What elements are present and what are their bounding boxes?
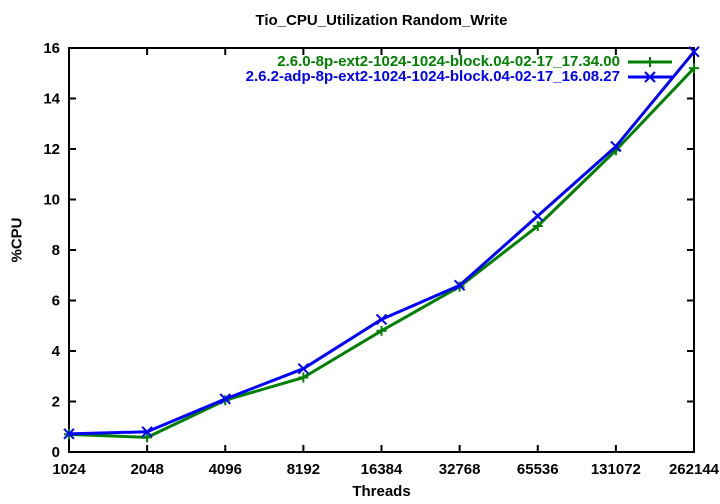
y-tick-label: 12 [43,141,60,158]
data-point-marker-series-1 [63,428,75,440]
legend-entry-series-1: 2.6.2-adp-8p-ext2-1024-1024-block.04-02-… [245,68,673,85]
legend-plus-marker-line-icon [628,56,672,67]
x-tick-label: 65536 [517,461,559,478]
y-tick-label: 6 [52,293,60,310]
legend-sample-marker [644,70,656,83]
x-tick-label: 2048 [130,461,163,478]
legend-label-series-0: 2.6.0-8p-ext2-1024-1024-block.04-02-17_1… [277,53,620,70]
data-point-marker-series-1 [610,140,622,153]
plot-border [68,47,695,453]
series-line-1 [68,50,696,436]
x-axis-label: Threads [352,483,411,500]
x-tick-label: 4096 [209,461,242,478]
data-point-marker-series-1 [375,313,388,326]
data-point-marker-series-1 [688,46,700,58]
data-point-marker-series-1 [532,210,544,222]
x-tick-label: 8192 [287,461,320,478]
legend-x-marker-line-icon [628,70,672,83]
data-point-marker-series-1 [219,393,231,405]
y-tick-label: 10 [43,192,60,209]
legend: 2.6.0-8p-ext2-1024-1024-block.04-02-17_1… [245,53,673,85]
data-point-marker-series-1 [297,362,310,375]
legend-label-series-1: 2.6.2-adp-8p-ext2-1024-1024-block.04-02-… [245,68,620,85]
x-tick-label: 16384 [361,461,403,478]
data-point-marker-series-1 [141,426,153,438]
y-tick-label: 8 [52,242,60,259]
x-tick-label: 131072 [591,461,641,478]
legend-entry-series-0: 2.6.0-8p-ext2-1024-1024-block.04-02-17_1… [246,53,673,70]
x-tick-label: 262144 [669,461,720,478]
data-point-marker-series-1 [453,279,466,292]
x-tick-label: 32768 [439,461,481,478]
series-line-0 [68,67,696,439]
y-tick-label: 2 [52,394,60,411]
y-tick-label: 14 [43,91,60,108]
y-tick-label: 4 [52,343,61,360]
x-tick-label: 1024 [52,461,86,478]
chart-title: Tio_CPU_Utilization Random_Write [255,12,508,29]
y-tick-label: 16 [43,40,60,57]
y-tick-label: 0 [52,444,60,461]
